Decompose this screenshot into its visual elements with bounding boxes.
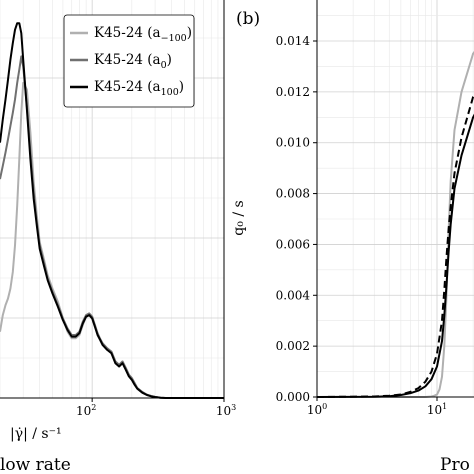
panel-b-series	[316, 51, 474, 398]
panel-b-y-axis-label: q₀ / s	[231, 200, 247, 235]
panel-b-y-tick-label-6: 0.012	[276, 85, 310, 99]
panel-b-series-0-line	[317, 51, 474, 398]
legend-entry-1: K45-24 (a0)	[94, 52, 172, 71]
panel-b-x-tick-label-1: 101	[427, 402, 447, 417]
panel-b-caption-fragment: Pro	[440, 455, 470, 474]
panel-b-y-ticks: 0.000 0.002 0.004 0.006 0.008 0.010 0.012 0.014	[276, 34, 317, 404]
panel-a-series	[0, 22, 224, 399]
panel-b-label: (b)	[236, 9, 260, 29]
panel-b-y-tick-label-1: 0.002	[276, 339, 310, 353]
panel-a-x-tick-label-1: 103	[216, 403, 236, 418]
panel-a-caption-fragment: low rate	[0, 455, 71, 474]
panel-a-x-tick-label-0: 102	[76, 403, 96, 418]
legend: K45-24 (a−100) K45-24 (a0) K45-24 (a100)	[63, 14, 195, 108]
panel-a-x-axis-label: |γ̇| / s⁻¹	[10, 426, 62, 442]
panel-b-y-tick-label-4: 0.008	[276, 187, 310, 201]
panel-a: 102 103 |γ̇| / s⁻¹ low rate K45-24 (a−100…	[0, 0, 236, 474]
legend-box	[63, 14, 195, 108]
panel-b-x-ticks: 100 101	[307, 397, 447, 417]
panel-b-y-tick-label-3: 0.006	[276, 237, 310, 251]
panel-a-x-ticks: 102 103	[76, 398, 236, 418]
legend-entry-0: K45-24 (a−100)	[94, 25, 192, 44]
panel-b-y-tick-label-2: 0.004	[276, 288, 311, 302]
panel-b-series-1-line	[316, 113, 474, 398]
panel-b-y-tick-label-0: 0.000	[276, 390, 310, 404]
panel-b-series-2-line	[316, 93, 474, 398]
panel-a-series-0-line	[0, 81, 224, 399]
panel-a-series-1-line	[0, 55, 224, 399]
panel-b-y-tick-label-7: 0.014	[276, 34, 311, 48]
panel-a-series-2-line	[0, 22, 224, 399]
panel-b: (b) 0.0000.0020.0040.0060.0080.0100.0120…	[231, 0, 474, 474]
panel-b-x-tick-label-0: 100	[307, 402, 327, 417]
panel-b-y-tick-label-5: 0.010	[276, 136, 310, 150]
legend-entry-2: K45-24 (a100)	[94, 79, 184, 98]
